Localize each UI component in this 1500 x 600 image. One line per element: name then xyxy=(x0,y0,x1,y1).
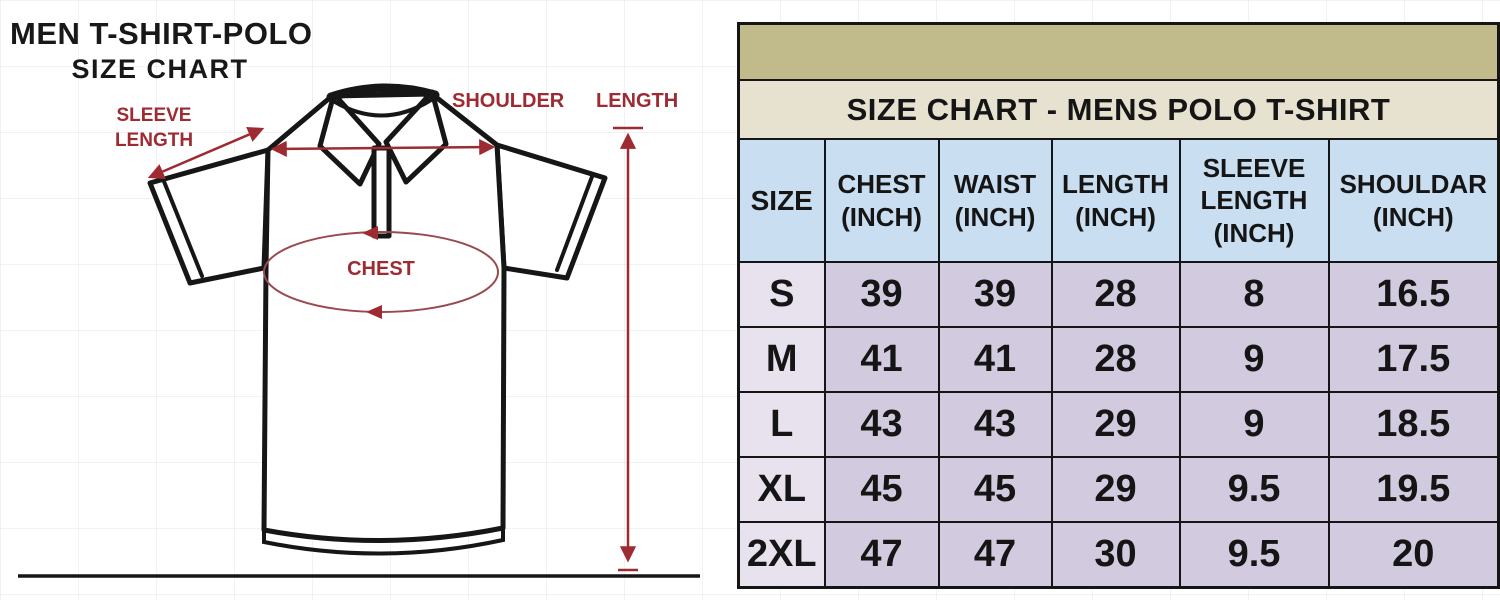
value-cell: 43 xyxy=(937,391,1053,458)
sleeve-length-label: SLEEVE LENGTH xyxy=(114,105,194,151)
length-label: LENGTH xyxy=(596,90,679,112)
col-header-waist: WAIST (INCH) xyxy=(937,138,1053,263)
value-cell: 47 xyxy=(937,521,1053,589)
value-cell: 18.5 xyxy=(1327,391,1500,458)
sleeve-length-arrow xyxy=(147,126,265,180)
collar-neck-seam xyxy=(333,98,433,118)
polo-measurement-diagram: MEN T-SHIRT-POLO SIZE CHART SLEEVE LENGT… xyxy=(0,0,735,600)
diagram-subtitle: SIZE CHART xyxy=(71,54,249,84)
table-row: S 39 39 28 8 16.5 xyxy=(737,261,1500,328)
table-row: L 43 43 29 9 18.5 xyxy=(737,391,1500,458)
value-cell: 29 xyxy=(1050,456,1181,523)
value-cell: 43 xyxy=(823,391,940,458)
value-cell: 41 xyxy=(937,326,1053,393)
value-cell: 28 xyxy=(1050,326,1181,393)
value-cell: 8 xyxy=(1178,261,1330,328)
collar-left-flap xyxy=(317,91,382,187)
size-cell: M xyxy=(737,326,826,393)
col-header-shouldar: SHOULDAR (INCH) xyxy=(1327,138,1500,263)
table-title: SIZE CHART - MENS POLO T-SHIRT xyxy=(737,79,1500,140)
shoulder-arrow xyxy=(270,139,496,157)
value-cell: 45 xyxy=(823,456,940,523)
top-band-cell xyxy=(737,22,1500,81)
table-row: 2XL 47 47 30 9.5 20 xyxy=(737,521,1500,589)
value-cell: 16.5 xyxy=(1327,261,1500,328)
value-cell: 28 xyxy=(1050,261,1181,328)
value-cell: 39 xyxy=(823,261,940,328)
value-cell: 39 xyxy=(937,261,1053,328)
col-header-chest: CHEST (INCH) xyxy=(823,138,940,263)
table-row: XL 45 45 29 9.5 19.5 xyxy=(737,456,1500,523)
value-cell: 30 xyxy=(1050,521,1181,589)
size-cell: XL xyxy=(737,456,826,523)
value-cell: 29 xyxy=(1050,391,1181,458)
value-cell: 20 xyxy=(1327,521,1500,589)
right-cuff-line xyxy=(555,172,595,272)
value-cell: 19.5 xyxy=(1327,456,1500,523)
col-header-length: LENGTH (INCH) xyxy=(1050,138,1181,263)
table-row: M 41 41 28 9 17.5 xyxy=(737,326,1500,393)
value-cell: 9.5 xyxy=(1178,521,1330,589)
value-cell: 47 xyxy=(823,521,940,589)
value-cell: 9.5 xyxy=(1178,456,1330,523)
table-header-row: SIZE CHEST (INCH) WAIST (INCH) LENGTH (I… xyxy=(737,138,1500,263)
table-top-band xyxy=(737,22,1500,81)
diagram-title: MEN T-SHIRT-POLO xyxy=(10,16,313,51)
size-cell: S xyxy=(737,261,826,328)
size-cell: 2XL xyxy=(737,521,826,589)
value-cell: 17.5 xyxy=(1327,326,1500,393)
col-header-size: SIZE xyxy=(737,138,826,263)
placket xyxy=(371,145,392,239)
chest-arrow-top xyxy=(362,226,378,240)
shoulder-label: SHOULDER xyxy=(452,90,565,112)
value-cell: 9 xyxy=(1178,391,1330,458)
hem-band xyxy=(262,526,505,556)
size-chart-table: SIZE CHART - MENS POLO T-SHIRT SIZE CHES… xyxy=(737,22,1500,589)
collar-band xyxy=(326,83,440,102)
polo-shirt-drawing xyxy=(18,83,700,578)
size-cell: L xyxy=(737,391,826,458)
col-header-sleeve-length: SLEEVE LENGTH (INCH) xyxy=(1178,138,1330,263)
right-sleeve xyxy=(494,142,608,281)
chest-arrow-bottom xyxy=(366,305,382,319)
chest-label: CHEST xyxy=(347,258,415,280)
table-title-row: SIZE CHART - MENS POLO T-SHIRT xyxy=(737,79,1500,140)
left-cuff-line xyxy=(161,177,204,278)
collar-right-flap xyxy=(383,89,449,185)
value-cell: 45 xyxy=(937,456,1053,523)
value-cell: 9 xyxy=(1178,326,1330,393)
value-cell: 41 xyxy=(823,326,940,393)
shirt-body xyxy=(261,91,507,543)
